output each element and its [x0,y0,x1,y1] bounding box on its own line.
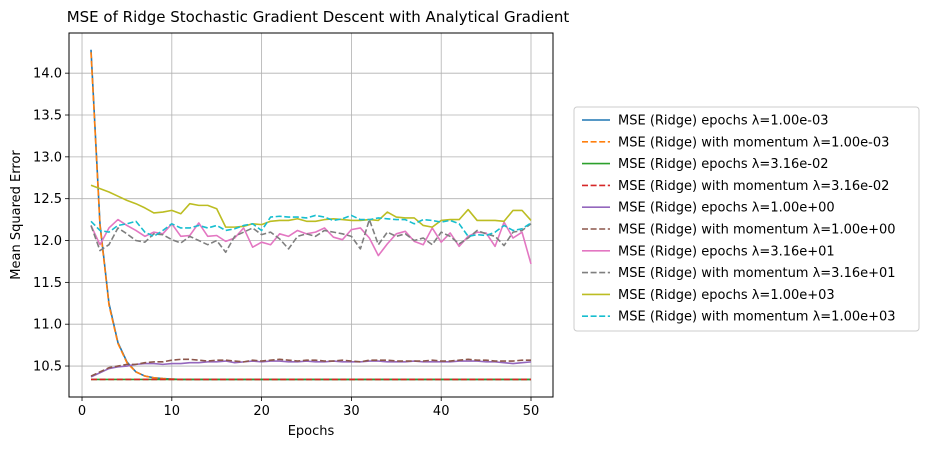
legend-entry: MSE (Ridge) epochs λ=3.16e+01 [618,244,835,259]
legend-entry: MSE (Ridge) with momentum λ=3.16e-02 [618,179,889,194]
x-tick-label: 30 [343,404,360,419]
series-lines [90,49,532,381]
x-tick-label: 0 [78,404,86,419]
legend-entry: MSE (Ridge) with momentum λ=1.00e+03 [618,310,896,325]
legend-entry: MSE (Ridge) with momentum λ=1.00e+00 [618,223,896,238]
legend-entry: MSE (Ridge) with momentum λ=3.16e+01 [618,266,896,281]
legend-entry: MSE (Ridge) epochs λ=1.00e+00 [618,201,835,216]
axis-ticks: 0 10 20 30 40 50 10.5 11.0 11.5 12.0 12.5 13.0 13.5 1… [33,67,539,419]
legend-entry: MSE (Ridge) epochs λ=3.16e-02 [618,157,829,172]
chart-title: MSE of Ridge Stochastic Gradient Descent… [67,8,570,26]
y-tick-label: 11.0 [33,318,62,333]
plot-frame [68,32,554,398]
y-tick-label: 10.5 [33,360,62,375]
y-axis-label: Mean Squared Error [9,150,24,280]
x-tick-label: 50 [523,404,540,419]
series-line [90,184,532,228]
series-line [90,49,531,381]
x-tick-label: 40 [433,404,450,419]
series-line [90,218,532,254]
y-tick-label: 13.5 [33,109,62,124]
series-line [90,360,532,378]
x-tick-label: 10 [164,404,181,419]
y-tick-label: 13.0 [33,150,62,165]
y-tick-label: 11.5 [33,276,62,291]
x-axis-label: Epochs [288,424,335,439]
y-tick-label: 12.5 [33,192,62,207]
series-line [90,214,532,238]
series-line [90,358,531,377]
series-line [90,218,532,265]
legend-entry: MSE (Ridge) epochs λ=1.00e-03 [618,114,829,129]
grid [69,33,553,397]
legend-box [573,106,920,332]
series-line [90,52,531,381]
legend-entry: MSE (Ridge) with momentum λ=1.00e-03 [618,135,889,150]
y-tick-label: 12.0 [33,234,62,249]
legend-entry: MSE (Ridge) epochs λ=1.00e+03 [618,288,835,303]
x-tick-label: 20 [253,404,270,419]
y-tick-label: 14.0 [33,67,62,82]
legend-items: MSE (Ridge) epochs λ=1.00e-03 MSE (Ridge)… [582,114,896,325]
legend: MSE (Ridge) epochs λ=1.00e-03 MSE (Ridge)… [573,106,920,332]
